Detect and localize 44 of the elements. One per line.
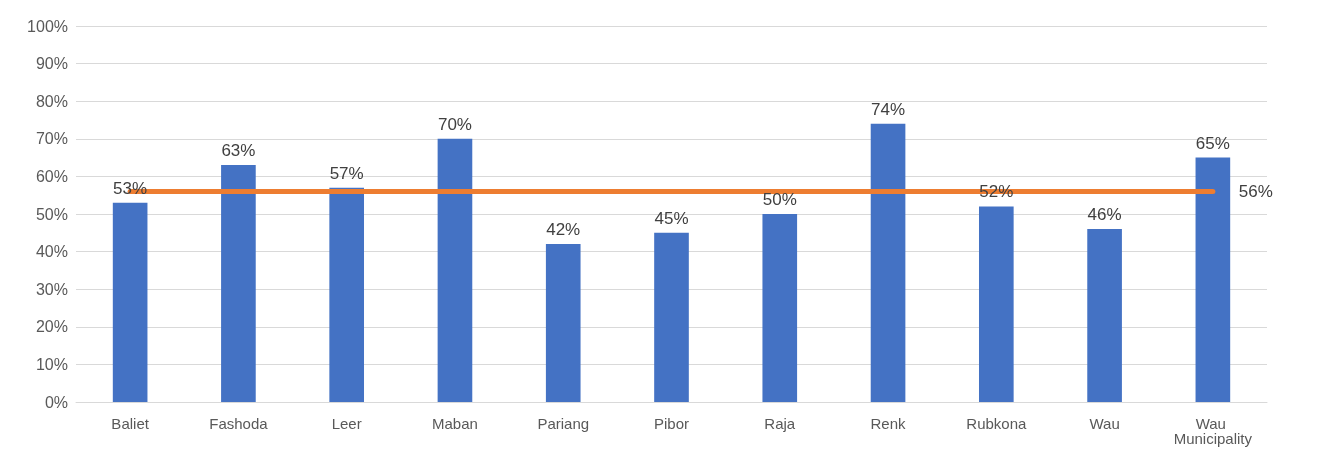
y-tick-label: 70% — [35, 130, 68, 148]
bar — [978, 206, 1014, 402]
bar — [221, 165, 256, 402]
bar — [870, 123, 906, 402]
bar — [329, 187, 365, 402]
y-tick-label: 90% — [35, 55, 68, 73]
x-tick-label: Wau — [1089, 415, 1120, 432]
x-tick-label: Rubkona — [966, 415, 1027, 432]
y-tick-label: 60% — [35, 167, 68, 185]
data-label: 50% — [762, 190, 797, 209]
x-tick-label: Raja — [764, 415, 796, 432]
data-label: 74% — [871, 99, 906, 119]
bar — [1087, 229, 1122, 402]
y-tick-label: 50% — [35, 205, 68, 223]
data-label: 53% — [113, 178, 148, 198]
bar — [112, 202, 148, 402]
x-tick-label: Wau Municipality — [1173, 415, 1253, 447]
bar — [762, 214, 798, 402]
y-tick-label: 10% — [35, 355, 68, 373]
x-tick-label: Pibor — [653, 415, 690, 432]
data-label: 70% — [437, 114, 472, 134]
data-label: 57% — [329, 163, 364, 183]
bar — [654, 232, 689, 402]
y-tick-label: 40% — [35, 243, 68, 261]
data-label: 46% — [1087, 205, 1122, 225]
x-tick-label: Renk — [870, 415, 907, 432]
y-tick-label: 100% — [27, 17, 68, 35]
y-tick-label: 30% — [35, 280, 68, 298]
x-tick-label: Pariang — [537, 415, 590, 432]
data-label: 65% — [1195, 133, 1230, 153]
bar — [545, 244, 581, 402]
data-label: 45% — [654, 208, 689, 228]
data-label: 63% — [221, 141, 256, 161]
data-label: 56% — [1238, 181, 1273, 201]
bar — [437, 138, 473, 402]
y-tick-label: 80% — [35, 92, 68, 110]
x-tick-label: Leer — [331, 415, 362, 432]
y-tick-label: 20% — [35, 318, 68, 336]
x-tick-label: Maban — [432, 415, 478, 432]
x-tick-label: Fashoda — [209, 415, 269, 432]
y-tick-label: 0% — [44, 393, 68, 411]
bar — [1195, 157, 1231, 402]
x-tick-label: Baliet — [111, 415, 150, 432]
data-label: 42% — [546, 220, 581, 240]
